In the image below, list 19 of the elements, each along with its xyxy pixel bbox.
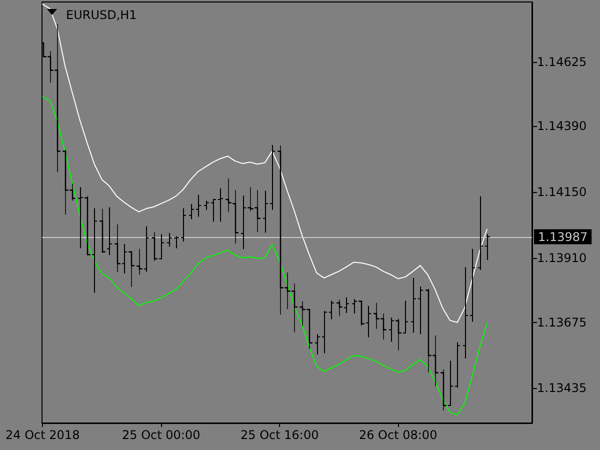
- ref-line-label: 1.13987: [538, 230, 588, 244]
- y-tick-label: 1.14150: [537, 185, 587, 200]
- candlestick: [100, 208, 106, 254]
- candlestick: [107, 207, 112, 256]
- x-tick-label: 25 Oct 16:00: [240, 428, 319, 442]
- line-series: [42, 4, 488, 323]
- y-tick-label: 1.13910: [537, 250, 587, 265]
- text: EURUSD,H1: [66, 8, 137, 22]
- y-tick-label: 1.13435: [537, 381, 587, 396]
- line-series: [42, 96, 488, 416]
- y-tick-label: 1.14625: [537, 54, 587, 69]
- x-tick-label: 25 Oct 00:00: [122, 428, 200, 442]
- y-tick-label: 1.13675: [537, 315, 587, 330]
- candlestick: [336, 299, 342, 317]
- x-tick-label: 24 Oct 2018: [6, 428, 80, 442]
- candlestick: [218, 188, 223, 222]
- candlestick: [174, 236, 179, 248]
- x-tick-label: 26 Oct 08:00: [358, 428, 438, 442]
- y-tick-label: 1.14390: [537, 119, 587, 134]
